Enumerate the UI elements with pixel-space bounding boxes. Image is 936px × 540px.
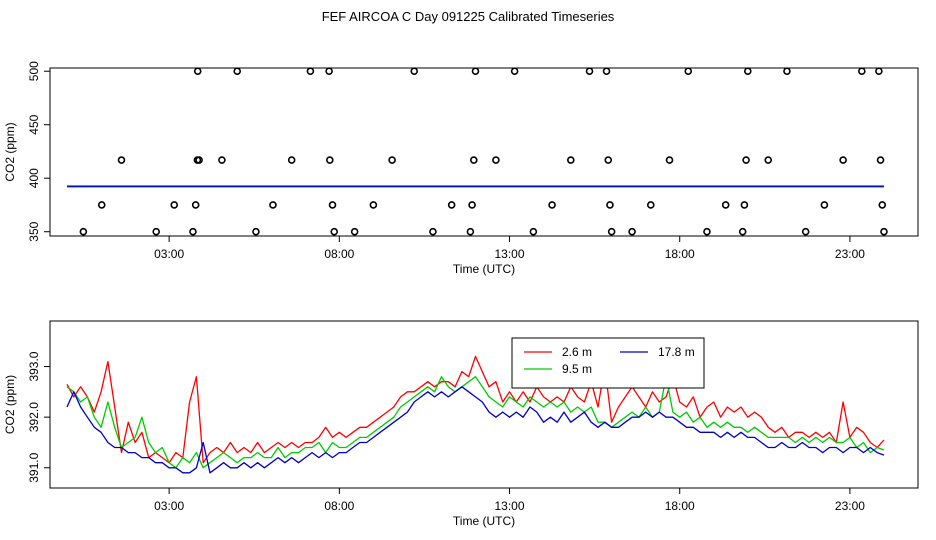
y-tick-label: 350 [27,221,41,241]
data-point [117,156,126,164]
data-point [738,227,747,236]
plot-frame [49,67,919,237]
data-point [97,201,106,209]
data-point [328,201,337,209]
data-point [191,201,200,209]
x-axis-title: Time (UTC) [453,262,515,276]
data-point [607,227,616,236]
data-point [233,67,242,76]
data-point [820,201,829,209]
data-point [566,156,575,164]
data-point [646,201,655,209]
data-point [429,227,437,236]
data-point [189,227,197,236]
top-panel: 03:00 08:00 13:00 18:00 23:00 350 400 450 500 Tim… [3,61,919,276]
y-tick-label: 500 [27,61,41,81]
data-point [287,156,296,164]
data-point [79,227,88,236]
data-point [665,156,674,164]
data-point [839,156,847,164]
data-point [195,156,203,164]
data-point [721,201,730,209]
legend-label: 9.5 m [562,362,592,376]
data-point [492,156,500,164]
data-point [471,67,480,76]
data-point [410,67,419,76]
data-point [170,201,179,209]
series-line-2-6-m [66,355,885,464]
chart-title: FEF AIRCOA C Day 091225 Calibrated Times… [321,9,615,24]
x-tick-label: 23:00 [835,247,865,261]
data-point [858,67,866,76]
bottom-panel: 03:00 08:00 13:00 18:00 23:00 391.0 392.0 393.0… [3,320,919,528]
data-point [744,67,752,76]
data-point [703,227,711,236]
y-axis-title: CO2 (ppm) [3,122,17,181]
x-tick-label: 13:00 [495,247,525,261]
data-point [876,156,885,164]
data-point [585,67,594,76]
data-point [350,227,359,236]
data-point [152,227,161,236]
data-point [326,156,334,164]
data-point [252,227,260,236]
data-point [269,201,277,209]
data-point [602,67,611,76]
x-axis-title: Time (UTC) [453,514,515,528]
x-tick-label: 13:00 [495,499,525,513]
y-tick-label: 391.0 [27,452,41,482]
series-line-9-5-m [66,376,885,469]
data-point [740,201,749,209]
data-point [388,156,396,164]
data-point [447,201,456,209]
data-point [742,156,750,164]
data-point [628,227,636,236]
data-point [510,67,519,76]
data-point [469,156,478,164]
y-axis-title: CO2 (ppm) [3,375,17,434]
legend: 2.6 m 9.5 m 17.8 m [511,337,705,389]
data-point [606,201,614,209]
data-point [468,201,476,209]
data-point [604,156,613,164]
data-point [875,67,883,76]
data-point [306,67,315,76]
data-point [801,227,810,236]
y-tick-label: 393.0 [27,351,41,381]
data-point [783,67,791,76]
series-line-17-8-m [66,386,885,474]
plot-frame [49,320,919,489]
data-point [878,201,887,209]
y-tick-label: 450 [27,114,41,134]
data-point [548,201,556,209]
x-tick-label: 18:00 [665,247,695,261]
data-point [193,67,202,76]
data-point [880,227,888,236]
legend-box [511,337,705,389]
x-tick-label: 18:00 [665,499,695,513]
data-point [529,227,538,236]
data-point [330,227,339,236]
x-tick-label: 08:00 [324,247,354,261]
data-point [684,67,693,76]
y-tick-label: 400 [27,168,41,188]
data-point [369,201,378,209]
data-point [218,156,226,164]
x-tick-label: 08:00 [324,499,354,513]
x-tick-label: 23:00 [835,499,865,513]
y-tick-label: 392.0 [27,402,41,432]
data-point [325,67,333,76]
legend-label: 17.8 m [658,345,695,359]
x-tick-label: 03:00 [154,499,184,513]
legend-label: 2.6 m [562,345,592,359]
x-tick-label: 03:00 [154,247,184,261]
data-point [764,156,773,164]
data-point [466,227,475,236]
